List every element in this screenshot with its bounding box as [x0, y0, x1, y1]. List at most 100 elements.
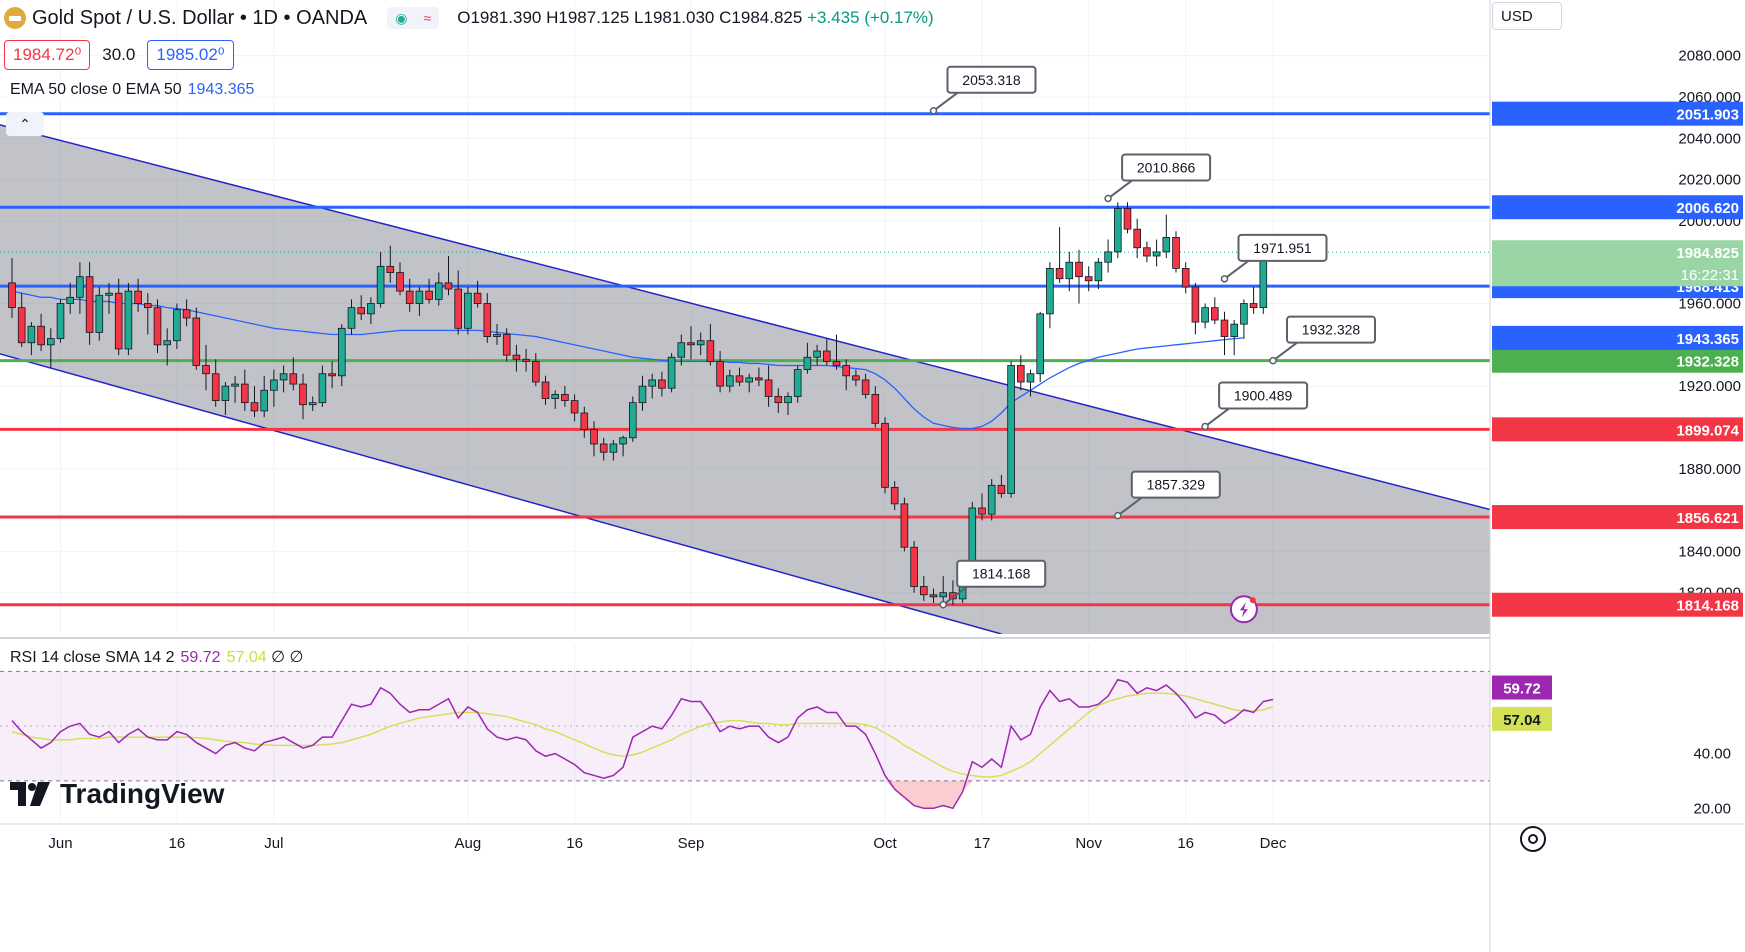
candle-body [1220, 319, 1229, 337]
candle-body [347, 307, 356, 329]
candle-body [1114, 208, 1122, 253]
callout-pointer [1117, 496, 1143, 517]
callout-box [1130, 470, 1221, 499]
candle-body [1181, 268, 1190, 288]
candle-body [386, 265, 395, 273]
candle-body [289, 373, 298, 385]
ohlc-low: L1981.030 [634, 8, 715, 27]
callout-anchor [939, 600, 947, 609]
candle-body [910, 546, 918, 587]
price-tick-label: 2080.000 [1678, 48, 1741, 65]
ema-legend-label: EMA 50 close 0 EMA 50 [10, 81, 182, 98]
candle-body [1162, 237, 1171, 253]
price-scale-bg [1490, 0, 1745, 952]
candle-body [871, 393, 880, 424]
price-tick-label: 2040.000 [1678, 130, 1741, 147]
candle-body [803, 356, 812, 371]
rsi-legend[interactable]: RSI 14 close SMA 14 2 59.72 57.04 ∅ ∅ [6, 646, 308, 668]
candle-body [367, 303, 375, 315]
callout-label: 1814.168 [972, 566, 1031, 582]
price-tick-label: 1920.000 [1678, 378, 1741, 395]
candle-body [735, 375, 744, 383]
alert-icon-dot [1249, 597, 1256, 604]
candle-body [173, 309, 181, 342]
candle-body [415, 290, 424, 304]
symbol-title[interactable]: Gold Spot / U.S. Dollar • 1D • OANDA [32, 6, 368, 29]
candles [8, 202, 1277, 606]
eye-icon: ◉ [395, 9, 408, 26]
candle-body [279, 373, 288, 381]
currency-selector[interactable]: USD [1492, 2, 1562, 30]
candle-body [1211, 307, 1219, 321]
candle-body [968, 507, 977, 569]
time-tick-label: 16 [169, 835, 186, 852]
candle-body [706, 340, 715, 362]
logo-text: TradingView [60, 778, 225, 809]
candle-body [590, 429, 598, 445]
axis-tag-bg [1492, 240, 1743, 287]
ohlc-values: O1981.390 H1987.125 L1981.030 C1984.825 … [457, 8, 933, 28]
candle-body [502, 334, 511, 356]
callout-pointer [932, 91, 959, 112]
rsi-axis-tag-label: 59.72 [1503, 681, 1541, 698]
candle-body [405, 290, 414, 304]
candle-body [153, 307, 162, 346]
alert-icon-bolt [1239, 602, 1248, 618]
callout-box [1218, 381, 1309, 410]
candle-body [444, 282, 453, 290]
axis-tag-label: 1943.365 [1676, 331, 1739, 348]
candle-body [299, 383, 307, 406]
candle-body [784, 396, 792, 404]
price-level-tag-label: 1856.621 [1676, 510, 1739, 527]
sell-button[interactable]: 1984.72⁰ [4, 40, 91, 70]
candle-body [17, 307, 26, 344]
candle-body [1075, 261, 1083, 278]
buy-button[interactable]: 1985.02⁰ [147, 40, 234, 70]
candle-body [920, 586, 928, 596]
ema50-line [11, 290, 1244, 430]
candle-body [192, 317, 201, 366]
callout-anchor [1114, 511, 1122, 520]
channel-fill [0, 124, 1490, 634]
price-level-tag-bg [1492, 417, 1743, 442]
price-level-tag-label: 2051.903 [1676, 107, 1739, 124]
candle-body [143, 303, 152, 309]
gold-symbol-icon[interactable] [4, 7, 26, 29]
candle-body [861, 379, 870, 395]
candle-body [832, 360, 841, 366]
candle-body [609, 443, 618, 453]
candle-body [240, 383, 249, 404]
candle-body [890, 486, 899, 505]
price-tick-label: 1840.000 [1678, 543, 1741, 560]
price-level-tag-label: 1899.074 [1676, 422, 1739, 439]
candle-body [687, 342, 695, 346]
collapse-legend-button[interactable]: ⌃ [6, 112, 44, 136]
price-tick-label: 1960.000 [1678, 296, 1741, 313]
time-tick-label: Oct [873, 835, 897, 852]
callout-label: 1900.489 [1234, 387, 1293, 403]
symbol-header: Gold Spot / U.S. Dollar • 1D • OANDA ◉ ≈ … [4, 4, 934, 32]
candle-body [483, 303, 492, 337]
visibility-toggle-button[interactable]: ◉ ≈ [387, 7, 440, 29]
candle-body [774, 396, 783, 404]
rsi-oversold-fill [885, 780, 973, 809]
candle-body [337, 327, 346, 377]
rsi-axis-tag-label: 57.04 [1503, 712, 1541, 729]
callout-anchor [1104, 194, 1112, 203]
axis-tag-bg [1492, 325, 1743, 350]
candle-body [541, 381, 550, 399]
candle-body [842, 365, 850, 377]
candle-body [221, 385, 230, 401]
callout-anchor [1269, 356, 1277, 365]
candle-body [987, 484, 996, 515]
chart-settings-icon[interactable] [1520, 826, 1546, 852]
tradingview-logo[interactable]: TradingView [10, 778, 224, 810]
callout-label: 1932.328 [1302, 322, 1361, 338]
price-level-tag-label: 1932.328 [1676, 354, 1739, 371]
ema-legend[interactable]: EMA 50 close 0 EMA 50 1943.365 [6, 80, 259, 100]
candle-body [1259, 259, 1268, 309]
channel-upper-line [0, 124, 1490, 511]
tradingview-logo-icon [10, 782, 50, 806]
candle-body [677, 342, 686, 358]
